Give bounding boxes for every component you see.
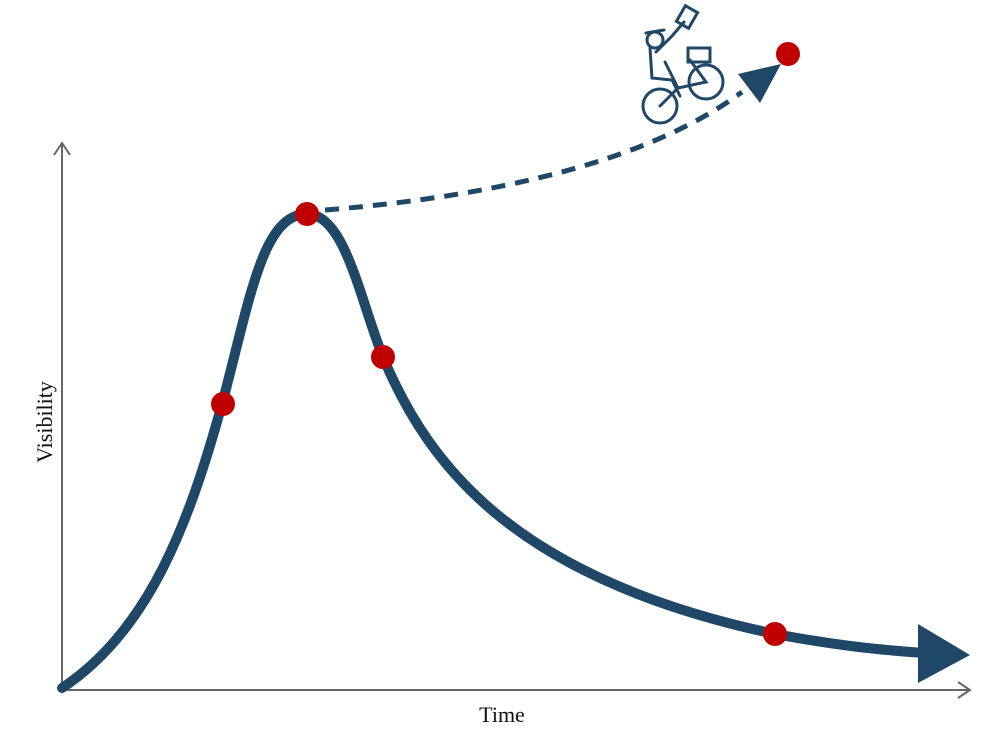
x-axis-label: Time — [479, 702, 525, 727]
axes — [53, 141, 972, 699]
cyclist-icon — [641, 3, 725, 125]
point — [776, 42, 800, 66]
point — [763, 622, 787, 646]
x-axis-arrow — [957, 681, 972, 699]
curve-arrowhead — [918, 624, 970, 683]
points — [211, 42, 800, 646]
point — [211, 392, 235, 416]
visibility-curve — [57, 208, 930, 693]
dashed-arrowhead — [738, 64, 781, 103]
y-axis-arrow — [53, 141, 71, 156]
point — [371, 345, 395, 369]
y-axis-label: Visibility — [32, 381, 57, 463]
point — [295, 202, 319, 226]
dashed-curve — [324, 89, 744, 213]
